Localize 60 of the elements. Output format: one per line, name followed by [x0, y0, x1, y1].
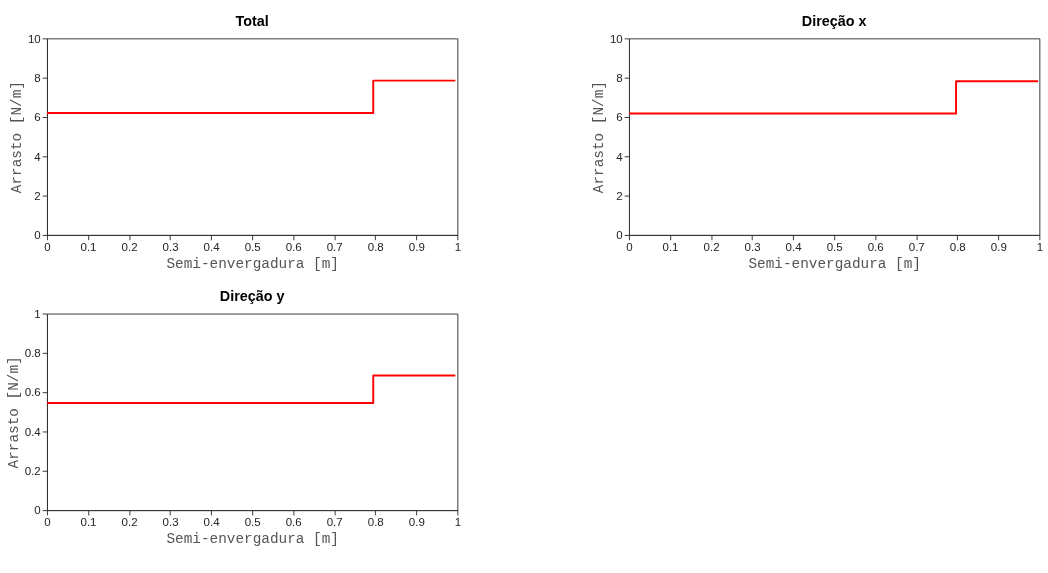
x-tick-label: 0 [44, 240, 51, 253]
x-tick-label: 0.6 [867, 240, 884, 253]
y-tick-label: 6 [34, 111, 41, 124]
x-tick-label: 0.4 [203, 515, 221, 528]
y-tick-label: 0.4 [24, 425, 42, 438]
x-tick-label: 0.9 [408, 240, 425, 253]
x-tick-label: 0.2 [121, 515, 138, 528]
y-tick-label: 0 [34, 229, 41, 242]
x-tick-label: 0.1 [80, 515, 97, 528]
x-tick-label: 0 [626, 240, 633, 253]
x-tick-label: 0.7 [908, 240, 925, 253]
x-tick-label: 0.3 [744, 240, 761, 253]
y-tick-label: 2 [616, 189, 623, 202]
y-tick-label: 8 [34, 72, 41, 84]
y-tick-label: 4 [34, 150, 42, 163]
x-axis-title: Semi-envergadura [m] [166, 531, 339, 548]
x-tick-label: 0 [44, 515, 51, 528]
y-axis-title: Arrasto [N/m] [591, 81, 608, 194]
y-tick-label: 0.2 [24, 465, 41, 478]
y-tick-label: 10 [27, 32, 41, 45]
x-tick-label: 0.6 [285, 515, 302, 528]
y-tick-label: 1 [34, 307, 41, 320]
y-tick-label: 0.6 [24, 386, 41, 399]
y-tick-label: 0 [616, 229, 623, 242]
x-axis-title: Semi-envergadura [m] [748, 256, 921, 273]
y-tick-label: 4 [616, 150, 624, 163]
y-axis-title: Arrasto [N/m] [9, 81, 26, 194]
y-axis-title: Arrasto [N/m] [6, 356, 23, 469]
x-tick-label: 0.9 [408, 515, 425, 528]
y-tick-label: 10 [609, 32, 623, 45]
x-tick-label: 0.1 [80, 240, 97, 253]
x-tick-label: 0.7 [326, 515, 343, 528]
x-tick-label: 1 [454, 240, 462, 253]
y-tick-label: 0 [34, 504, 41, 517]
x-tick-label: 1 [454, 515, 462, 528]
y-tick-label: 2 [34, 189, 41, 202]
x-tick-label: 0.4 [785, 240, 803, 253]
x-tick-label: 0.8 [367, 515, 384, 528]
x-tick-label: 0.1 [662, 240, 679, 253]
x-tick-label: 0.4 [203, 240, 221, 253]
x-tick-label: 0.2 [121, 240, 138, 253]
chart-title: Total [235, 12, 269, 29]
x-tick-label: 0.8 [367, 240, 384, 253]
x-tick-label: 0.8 [949, 240, 966, 253]
x-tick-label: 0.5 [826, 240, 843, 253]
y-tick-label: 6 [616, 111, 623, 124]
x-tick-label: 0.6 [285, 240, 302, 253]
x-tick-label: 0.9 [990, 240, 1007, 253]
x-tick-label: 0.5 [244, 515, 261, 528]
x-tick-label: 0.3 [162, 240, 179, 253]
y-tick-label: 8 [616, 72, 623, 84]
x-tick-label: 0.7 [326, 240, 343, 253]
x-tick-label: 0.2 [703, 240, 720, 253]
x-tick-label: 0.5 [244, 240, 261, 253]
chart-title: Direção y [219, 288, 285, 305]
x-tick-label: 1 [1036, 240, 1044, 253]
y-tick-label: 0.8 [24, 347, 41, 360]
x-tick-label: 0.3 [162, 515, 179, 528]
x-axis-title: Semi-envergadura [m] [166, 256, 339, 273]
chart-title: Direção x [801, 12, 867, 29]
